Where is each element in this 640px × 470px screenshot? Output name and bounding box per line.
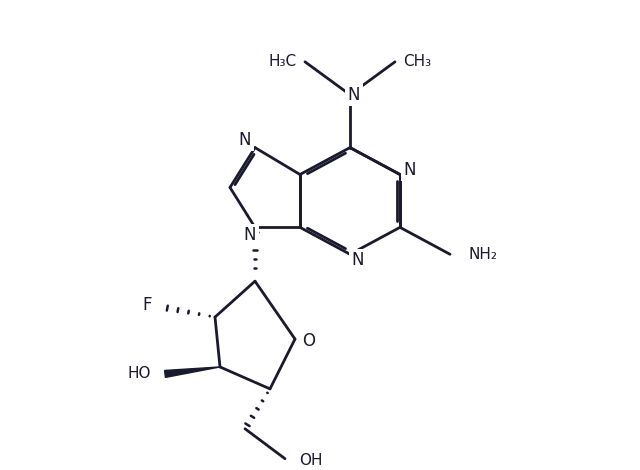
Text: NH₂: NH₂ [468, 247, 497, 262]
Text: N: N [404, 161, 416, 179]
Text: N: N [348, 86, 360, 104]
Text: CH₃: CH₃ [403, 55, 431, 69]
Polygon shape [164, 367, 220, 377]
Text: H₃C: H₃C [269, 55, 297, 69]
Text: O: O [303, 332, 316, 350]
Text: N: N [239, 131, 252, 149]
Text: F: F [143, 296, 152, 314]
Text: N: N [352, 251, 364, 269]
Text: OH: OH [299, 453, 323, 468]
Text: HO: HO [127, 367, 151, 382]
Text: N: N [244, 227, 256, 244]
